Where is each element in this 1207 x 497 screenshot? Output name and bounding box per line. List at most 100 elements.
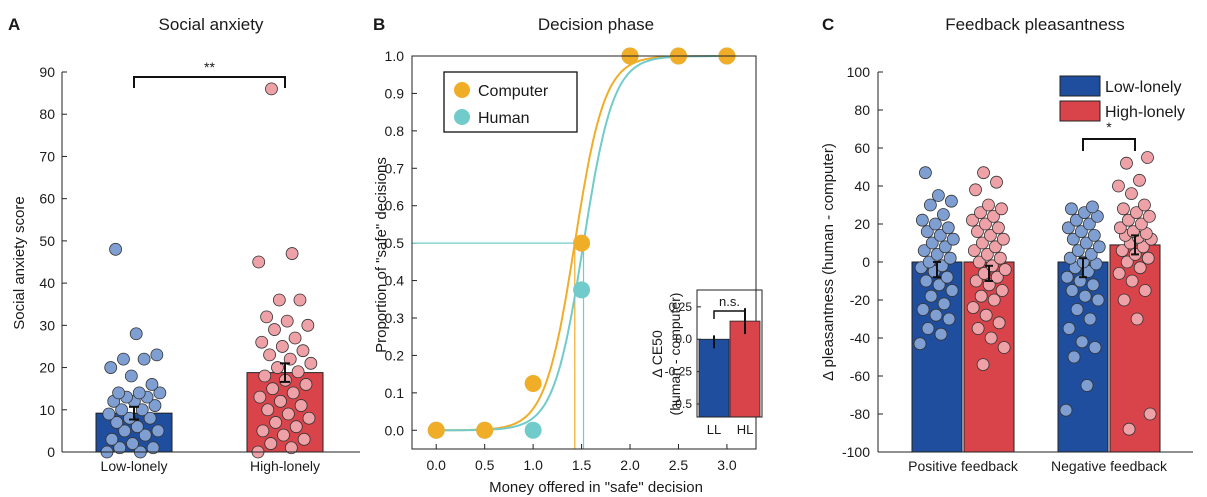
data-point (1086, 278, 1100, 292)
data-point (1083, 312, 1097, 326)
inset-bar-ll (698, 338, 730, 418)
y-tick-label: 0.5 (385, 235, 405, 251)
data-point (1112, 179, 1125, 193)
significance-label: * (1106, 119, 1112, 135)
panel-c: C Feedback pleasantness Δ pleasantness (… (820, 15, 1193, 474)
y-tick-label: 0.1 (385, 385, 405, 401)
data-point (1122, 422, 1136, 436)
x-tick-label: 3.0 (717, 457, 737, 473)
data-point (971, 225, 984, 239)
data-point (915, 213, 929, 227)
data-point (998, 263, 1012, 277)
inset-y-tick-label: -0.25 (665, 365, 693, 379)
inset-y-tick-label: 0.25 (669, 300, 693, 314)
data-point (1070, 303, 1084, 316)
data-point (126, 437, 139, 450)
data-point (995, 284, 1009, 297)
data-point-computer (573, 234, 591, 252)
data-point (304, 356, 318, 370)
y-tick-label: 20 (854, 216, 870, 232)
data-point (271, 361, 284, 374)
data-point (1113, 221, 1127, 235)
y-tick-label: 0.2 (385, 347, 405, 363)
panel-b-y-axis-label: Proportion of "safe" decisions (373, 157, 390, 353)
inset-y-tick-label: -0.5 (671, 397, 692, 411)
data-point (266, 382, 280, 396)
data-point (972, 255, 986, 269)
data-point (946, 232, 960, 246)
significance-label: ** (204, 59, 215, 75)
data-point (1112, 266, 1126, 280)
inset-significance-bracket (713, 310, 746, 319)
data-point (1142, 209, 1156, 223)
data-point (301, 318, 315, 332)
legend-label-high-lonely: High-lonely (1105, 104, 1185, 121)
data-point (1141, 251, 1155, 265)
x-tick-label: Positive feedback (908, 458, 1019, 474)
data-point (917, 244, 931, 258)
data-point (1075, 335, 1089, 349)
data-point (268, 323, 281, 336)
data-point (936, 208, 950, 221)
data-point (151, 424, 165, 438)
y-tick-label: 30 (39, 317, 55, 333)
data-point (283, 352, 297, 366)
data-point (124, 369, 138, 383)
data-point (275, 340, 289, 353)
data-point (1080, 379, 1094, 392)
data-point (969, 274, 983, 288)
data-point (995, 202, 1008, 216)
data-point (289, 420, 303, 434)
data-point (921, 322, 935, 335)
data-point (1117, 293, 1131, 307)
data-point (1088, 341, 1102, 354)
y-tick-label: 60 (854, 140, 870, 156)
data-point (976, 358, 990, 372)
legend-label-computer: Computer (478, 83, 549, 100)
data-point (1092, 240, 1106, 254)
data-point (1091, 293, 1105, 307)
data-point (993, 251, 1007, 265)
y-tick-label: 10 (39, 402, 55, 418)
data-point (277, 428, 290, 442)
data-point (1065, 284, 1079, 297)
panel-c-significance-bracket: * (1082, 119, 1136, 151)
data-point (272, 293, 286, 307)
data-point (913, 337, 927, 351)
panel-b-points (427, 47, 736, 439)
y-tick-label: 0.8 (385, 123, 405, 139)
panel-a-title: Social anxiety (159, 15, 264, 34)
inset-bars (698, 320, 761, 418)
panel-a-points (100, 82, 318, 459)
data-point (256, 424, 270, 438)
x-tick-label: Low-lonely (101, 458, 168, 474)
data-point (1125, 274, 1139, 288)
data-point (919, 274, 933, 288)
x-tick-label: Negative feedback (1051, 458, 1168, 474)
data-point (110, 416, 124, 429)
data-point (291, 365, 305, 379)
data-point (280, 314, 294, 328)
data-point (1084, 247, 1098, 261)
data-point (940, 270, 954, 284)
data-point (269, 416, 283, 429)
data-point (1133, 261, 1147, 275)
y-tick-label: 90 (39, 64, 55, 80)
data-point (1130, 312, 1144, 326)
data-point (992, 221, 1005, 235)
panel-a-x-labels: Low-lonely High-lonely (101, 458, 320, 474)
data-point (990, 270, 1004, 284)
data-point (123, 411, 136, 425)
data-point (987, 293, 1001, 307)
data-point (145, 378, 159, 391)
data-point (302, 411, 316, 425)
inset-bar-hl (729, 320, 761, 418)
data-point (942, 312, 956, 326)
data-point (130, 420, 144, 434)
data-point (299, 378, 313, 391)
y-tick-label: 0.7 (385, 160, 405, 176)
data-point (1133, 173, 1146, 187)
y-tick-label: 80 (854, 102, 870, 118)
data-point (923, 198, 937, 212)
data-point (109, 242, 122, 256)
